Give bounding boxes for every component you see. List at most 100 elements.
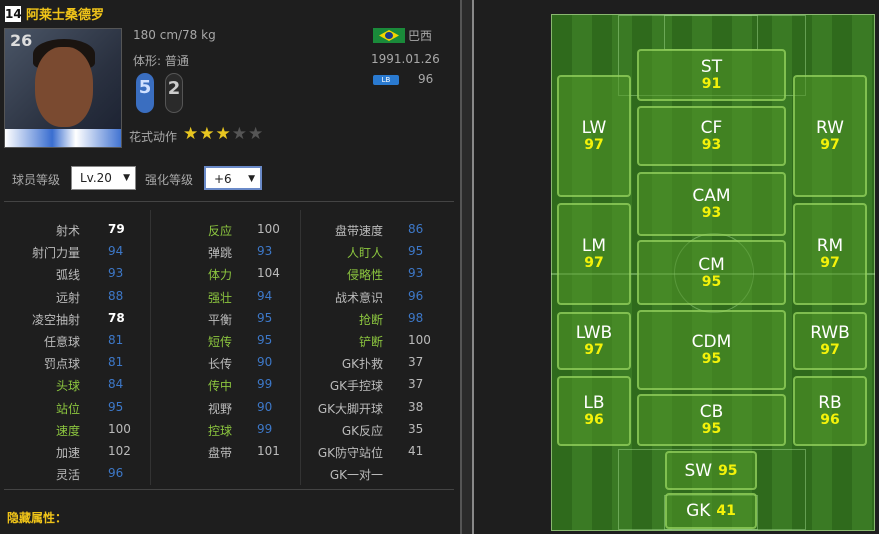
level-value: Lv.20 bbox=[80, 171, 112, 185]
stat-value: 94 bbox=[257, 288, 273, 303]
player-name: 阿莱士桑德罗 bbox=[26, 8, 105, 23]
stat-value: 100 bbox=[108, 421, 131, 436]
stat-value: 95 bbox=[408, 244, 424, 259]
position-lm[interactable]: LM 97 bbox=[557, 203, 631, 305]
stat-label: 视野 bbox=[208, 401, 233, 416]
position-lb[interactable]: LB 96 bbox=[557, 376, 631, 446]
position-cb[interactable]: CB 95 bbox=[637, 394, 786, 446]
position-value: 97 bbox=[820, 342, 840, 358]
position-name: RW bbox=[816, 118, 844, 138]
stat-value: 81 bbox=[108, 333, 124, 347]
skill-moves-stars: ★★★★★ bbox=[183, 124, 264, 144]
position-gk[interactable]: GK 41 bbox=[665, 493, 757, 529]
stat-value: 78 bbox=[108, 310, 125, 325]
stat-label: GK手控球 bbox=[329, 379, 383, 394]
stat-label: 弧线 bbox=[55, 268, 80, 283]
stat-label: 铲断 bbox=[358, 335, 383, 349]
position-badge: LB bbox=[373, 75, 399, 85]
birthdate: 1991.01.26 bbox=[371, 52, 440, 66]
position-value: 95 bbox=[701, 421, 722, 437]
position-name: CF bbox=[700, 118, 723, 138]
position-name: RM bbox=[816, 236, 844, 256]
stat-value: 90 bbox=[257, 355, 273, 370]
stat-value: 93 bbox=[257, 244, 273, 259]
stat-label: 反应 bbox=[208, 224, 233, 238]
stat-label: 侵略性 bbox=[346, 268, 383, 283]
stat-label: 传中 bbox=[208, 379, 233, 394]
position-lwb[interactable]: LWB 97 bbox=[557, 312, 631, 370]
stat-value: 37 bbox=[408, 377, 424, 392]
position-cam[interactable]: CAM 93 bbox=[637, 172, 786, 236]
skill-moves-label: 花式动作 bbox=[129, 130, 178, 144]
position-name: ST bbox=[700, 57, 723, 77]
stat-label: 平衡 bbox=[208, 312, 233, 327]
stat-label: 射术 bbox=[55, 224, 80, 238]
star-filled-icon: ★ bbox=[215, 124, 232, 144]
hidden-attributes-label: 隐藏属性： bbox=[7, 511, 68, 525]
stat-label: GK反应 bbox=[341, 423, 383, 438]
position-rw[interactable]: RW 97 bbox=[793, 75, 867, 197]
level-select[interactable]: Lv.20 ▼ bbox=[71, 166, 136, 190]
position-value: 95 bbox=[701, 351, 722, 367]
position-name: RB bbox=[818, 393, 842, 413]
stat-value: 99 bbox=[257, 377, 273, 392]
stat-value: 37 bbox=[408, 355, 424, 370]
player-photo: 26 bbox=[4, 28, 122, 148]
stat-label: GK防守站位 bbox=[317, 446, 383, 460]
star-filled-icon: ★ bbox=[199, 124, 216, 144]
position-value: 41 bbox=[716, 503, 736, 519]
stat-label: 体力 bbox=[208, 268, 233, 283]
position-name: CB bbox=[699, 402, 724, 422]
stat-label: 远射 bbox=[55, 290, 80, 305]
position-st[interactable]: ST 91 bbox=[637, 49, 786, 101]
stat-value: 102 bbox=[108, 444, 131, 458]
position-value: 97 bbox=[820, 137, 840, 153]
stat-label: 凌空抽射 bbox=[31, 312, 80, 327]
position-name: LWB bbox=[575, 323, 613, 343]
position-name: LB bbox=[583, 393, 605, 413]
stat-value: 81 bbox=[108, 355, 124, 370]
stat-value: 96 bbox=[408, 288, 424, 303]
stat-value: 95 bbox=[257, 310, 273, 325]
player-number: 26 bbox=[10, 31, 33, 50]
position-rwb[interactable]: RWB 97 bbox=[793, 312, 867, 370]
position-value: 95 bbox=[701, 273, 722, 290]
position-cm[interactable]: CM 95 bbox=[637, 240, 786, 305]
position-value: 96 bbox=[820, 412, 840, 428]
dropdown-arrow-icon: ▼ bbox=[123, 173, 130, 183]
enhance-select[interactable]: +6 ▼ bbox=[204, 166, 262, 190]
stat-label: 罚点球 bbox=[43, 357, 80, 372]
body-type: 体形: 普通 bbox=[133, 54, 189, 68]
position-value: 93 bbox=[701, 137, 722, 153]
stat-value: 84 bbox=[108, 377, 124, 392]
stat-label: 战术意识 bbox=[334, 290, 383, 305]
star-filled-icon: ★ bbox=[183, 124, 200, 144]
position-value: 97 bbox=[820, 255, 840, 271]
position-value: 93 bbox=[701, 205, 722, 221]
stat-label: GK扑救 bbox=[341, 357, 383, 372]
position-value: 97 bbox=[584, 255, 604, 271]
position-sw[interactable]: SW 95 bbox=[665, 451, 757, 490]
position-name: SW bbox=[684, 460, 713, 481]
dropdown-arrow-icon: ▼ bbox=[248, 174, 255, 184]
stat-value: 104 bbox=[257, 266, 280, 281]
divider bbox=[300, 210, 301, 485]
stat-value: 93 bbox=[408, 266, 424, 281]
stat-value: 100 bbox=[408, 333, 431, 347]
star-empty-icon: ★ bbox=[231, 124, 248, 144]
stat-value: 79 bbox=[108, 222, 125, 236]
stat-value: 38 bbox=[408, 399, 424, 414]
stat-value: 98 bbox=[408, 310, 424, 325]
nationality: 巴西 bbox=[408, 29, 433, 43]
position-rb[interactable]: RB 96 bbox=[793, 376, 867, 446]
position-rm[interactable]: RM 97 bbox=[793, 203, 867, 305]
stat-value: 35 bbox=[408, 421, 424, 436]
position-name: GK bbox=[686, 501, 711, 521]
position-rating: 96 bbox=[418, 72, 434, 86]
position-cdm[interactable]: CDM 95 bbox=[637, 310, 786, 390]
position-cf[interactable]: CF 93 bbox=[637, 106, 786, 166]
stat-label: 短传 bbox=[208, 335, 233, 349]
position-lw[interactable]: LW 97 bbox=[557, 75, 631, 197]
position-name: CM bbox=[698, 254, 725, 275]
stat-label: 速度 bbox=[55, 423, 80, 438]
